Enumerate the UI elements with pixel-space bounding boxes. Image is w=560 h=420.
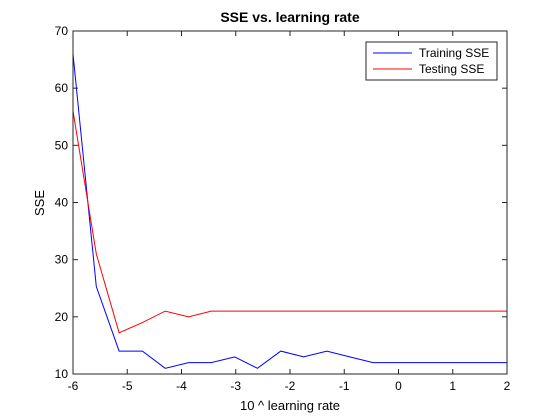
y-tick-label: 30 bbox=[55, 253, 69, 267]
chart-title: SSE vs. learning rate bbox=[220, 9, 359, 25]
legend: Training SSE Testing SSE bbox=[365, 41, 498, 81]
y-tick-label: 50 bbox=[55, 138, 69, 152]
ticks-layer: -6 -5 -4 -3 -2 -1 0 1 2 10 20 30 40 50 60 70 bbox=[55, 24, 511, 393]
series-line-testing bbox=[72, 110, 507, 334]
x-tick-label: 0 bbox=[395, 379, 402, 393]
x-tick-label: -6 bbox=[68, 379, 79, 393]
y-axis-label: SSE bbox=[32, 190, 47, 216]
legend-label-testing: Testing SSE bbox=[419, 62, 484, 76]
plot-area bbox=[73, 31, 507, 374]
y-tick-label: 70 bbox=[55, 24, 69, 38]
x-tick-label: -2 bbox=[285, 379, 296, 393]
x-tick-label: -5 bbox=[122, 379, 133, 393]
x-tick-label: 2 bbox=[504, 379, 511, 393]
series-layer bbox=[72, 53, 507, 369]
y-tick-label: 20 bbox=[55, 310, 69, 324]
x-tick-label: -1 bbox=[339, 379, 350, 393]
x-tick-label: -4 bbox=[176, 379, 187, 393]
x-tick-label: 1 bbox=[449, 379, 456, 393]
y-tick-label: 40 bbox=[55, 196, 69, 210]
x-axis-label: 10 ^ learning rate bbox=[240, 398, 340, 413]
x-tick-label: -3 bbox=[230, 379, 241, 393]
legend-label-training: Training SSE bbox=[419, 46, 489, 60]
y-tick-label: 60 bbox=[55, 81, 69, 95]
series-line-training bbox=[72, 53, 507, 369]
y-tick-label: 10 bbox=[55, 367, 69, 381]
legend-box bbox=[365, 41, 498, 81]
